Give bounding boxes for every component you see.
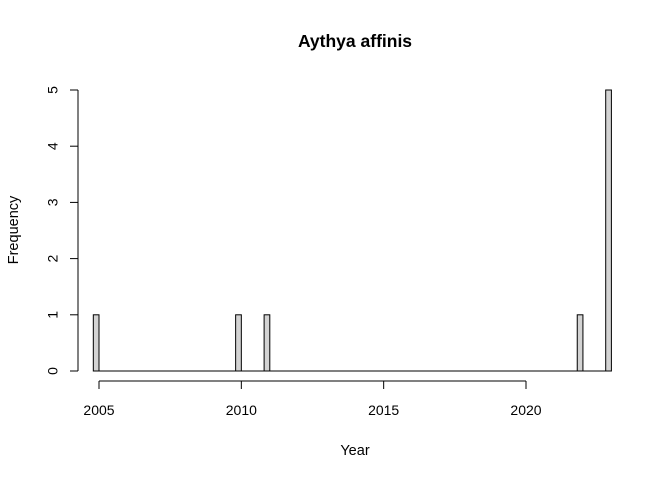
x-tick-label: 2020 <box>510 402 541 418</box>
y-tick-label: 0 <box>45 367 61 375</box>
histogram-bar-2011 <box>263 314 271 372</box>
histogram-bar-2023 <box>605 89 612 372</box>
histogram-bars <box>92 89 612 372</box>
x-axis-label: Year <box>340 443 369 459</box>
x-axis: 2005 2010 2015 2020 <box>83 380 542 418</box>
x-tick-label: 2010 <box>226 402 257 418</box>
histogram-bar-2005 <box>92 314 100 372</box>
chart-title: Aythya affinis <box>298 31 412 51</box>
y-tick-label: 4 <box>45 142 61 150</box>
y-tick-label: 3 <box>45 198 61 206</box>
y-tick-label: 2 <box>45 254 61 262</box>
histogram-bar-2010 <box>235 314 242 372</box>
y-tick-label: 5 <box>45 86 61 94</box>
histogram-bar-2022 <box>576 314 584 372</box>
x-tick-label: 2015 <box>368 402 399 418</box>
y-tick-label: 1 <box>45 311 61 319</box>
x-tick-label: 2005 <box>83 402 114 418</box>
y-axis-label: Frequency <box>6 195 22 264</box>
y-axis: 0 1 2 3 4 5 <box>45 86 79 375</box>
